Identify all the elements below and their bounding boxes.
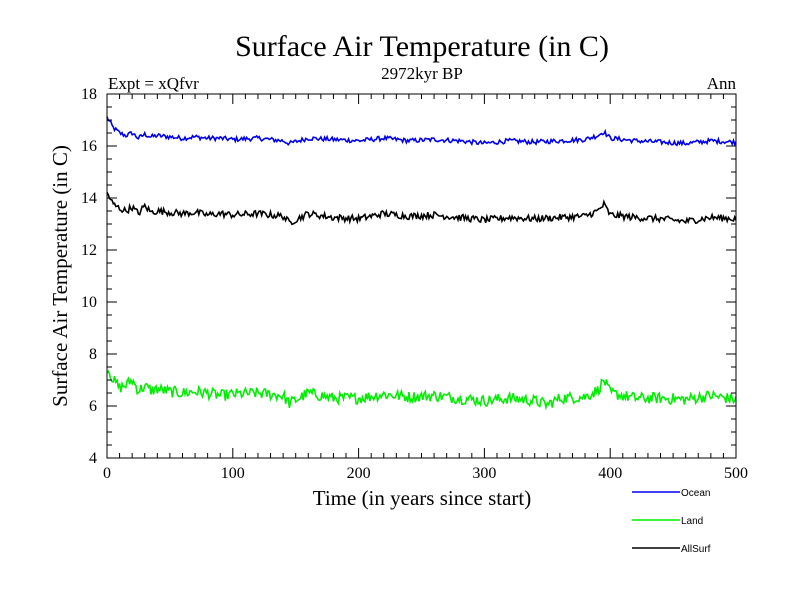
legend-label-allsurf: AllSurf [681, 544, 711, 555]
experiment-label: Expt = xQfvr [108, 74, 199, 93]
y-tick-label: 10 [81, 294, 97, 311]
x-tick-label: 300 [472, 465, 496, 482]
y-tick-label: 6 [89, 398, 97, 415]
x-tick-label: 500 [724, 465, 748, 482]
legend: Ocean Land AllSurf [632, 488, 711, 555]
y-tick-label: 8 [89, 346, 97, 363]
legend-label-land: Land [681, 516, 703, 527]
plot-lines [106, 116, 737, 411]
x-tick-label: 200 [347, 465, 371, 482]
x-tick-label: 0 [103, 465, 111, 482]
x-tick-label: 100 [221, 465, 245, 482]
plot-frame [106, 93, 737, 459]
x-tick-label: 400 [598, 465, 622, 482]
y-tick-label: 16 [81, 138, 97, 155]
y-tick-label: 14 [81, 190, 97, 207]
y-tick-label: 18 [81, 86, 97, 103]
axis-tick-labels: 0 100 200 300 400 500 4 6 8 10 12 14 16 18 [81, 86, 748, 482]
chart-subtitle: 2972kyr BP [381, 64, 463, 83]
series-line-allsurf [106, 192, 737, 226]
series-line-land [106, 369, 737, 411]
series-line-ocean [106, 116, 737, 147]
season-label: Ann [707, 74, 737, 93]
legend-label-ocean: Ocean [681, 488, 710, 499]
x-axis-label: Time (in years since start) [313, 486, 532, 510]
chart-title: Surface Air Temperature (in C) [235, 30, 609, 63]
y-axis-label: Surface Air Temperature (in C) [48, 145, 72, 407]
axis-ticks [106, 93, 737, 459]
y-tick-label: 12 [81, 242, 97, 259]
y-tick-label: 4 [89, 450, 97, 467]
